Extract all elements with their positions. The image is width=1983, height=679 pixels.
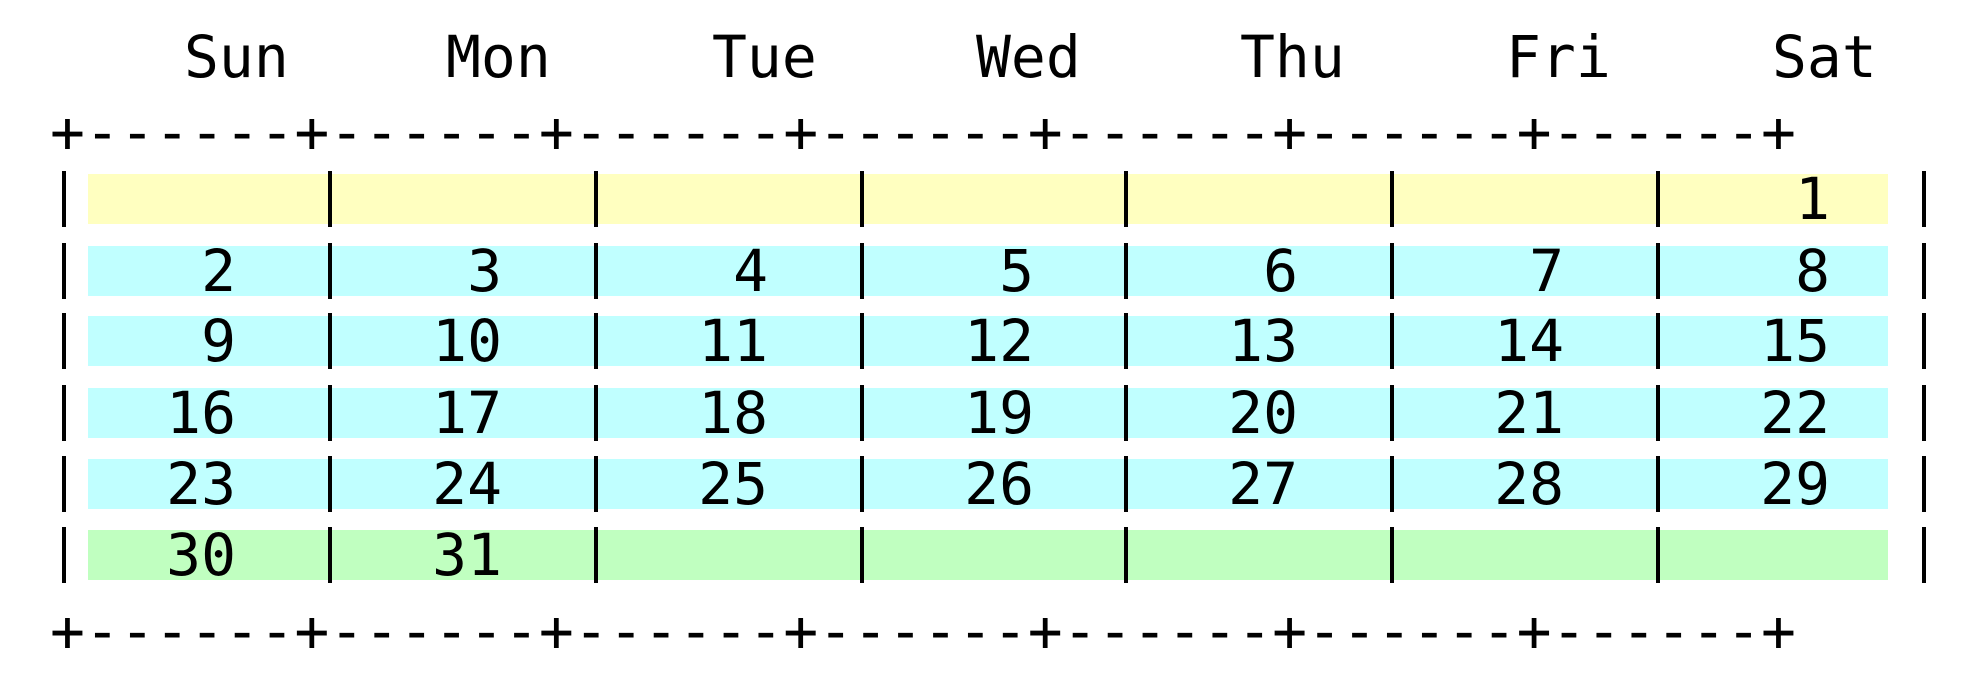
day-cell: 3 — [322, 236, 502, 306]
day-header-mon: Mon — [446, 22, 551, 92]
day-cell: 31 — [322, 520, 502, 590]
day-cell: 12 — [854, 306, 1034, 376]
week-row-band — [88, 174, 1888, 224]
day-cell: 10 — [322, 306, 502, 376]
column-separator — [1390, 171, 1394, 227]
column-separator — [594, 527, 598, 583]
day-cell: 8 — [1650, 236, 1830, 306]
day-cell: 17 — [322, 378, 502, 448]
day-cell: 28 — [1384, 449, 1564, 519]
day-header-sat: Sat — [1772, 22, 1877, 92]
day-header-sun: Sun — [184, 22, 289, 92]
day-cell: 27 — [1118, 449, 1298, 519]
column-separator — [1124, 527, 1128, 583]
day-cell: 21 — [1384, 378, 1564, 448]
day-cell: 19 — [854, 378, 1034, 448]
day-cell: 15 — [1650, 306, 1830, 376]
day-cell: 26 — [854, 449, 1034, 519]
column-separator — [1922, 456, 1926, 512]
column-separator — [62, 171, 66, 227]
day-cell: 24 — [322, 449, 502, 519]
bottom-border: +------+------+------+------+------+----… — [50, 596, 1796, 666]
top-border: +------+------+------+------+------+----… — [50, 97, 1796, 167]
day-cell: 2 — [56, 236, 236, 306]
day-cell: 16 — [56, 378, 236, 448]
day-cell: 6 — [1118, 236, 1298, 306]
column-separator — [1922, 243, 1926, 299]
column-separator — [328, 171, 332, 227]
column-separator — [1922, 313, 1926, 369]
day-cell: 22 — [1650, 378, 1830, 448]
column-separator — [1922, 385, 1926, 441]
day-cell: 25 — [588, 449, 768, 519]
day-header-thu: Thu — [1240, 22, 1345, 92]
day-header-tue: Tue — [712, 22, 817, 92]
day-cell: 20 — [1118, 378, 1298, 448]
day-cell: 11 — [588, 306, 768, 376]
column-separator — [860, 171, 864, 227]
day-cell: 30 — [56, 520, 236, 590]
column-separator — [860, 527, 864, 583]
day-header-wed: Wed — [976, 22, 1081, 92]
day-cell: 4 — [588, 236, 768, 306]
column-separator — [1656, 527, 1660, 583]
day-cell: 14 — [1384, 306, 1564, 376]
day-cell: 5 — [854, 236, 1034, 306]
day-cell: 29 — [1650, 449, 1830, 519]
column-separator — [594, 171, 598, 227]
day-header-fri: Fri — [1506, 22, 1611, 92]
column-separator — [1124, 171, 1128, 227]
column-separator — [1390, 527, 1394, 583]
day-cell: 1 — [1650, 164, 1830, 234]
day-cell: 18 — [588, 378, 768, 448]
day-cell: 7 — [1384, 236, 1564, 306]
column-separator — [1922, 527, 1926, 583]
column-separator — [1922, 171, 1926, 227]
day-cell: 23 — [56, 449, 236, 519]
day-cell: 13 — [1118, 306, 1298, 376]
day-cell: 9 — [56, 306, 236, 376]
